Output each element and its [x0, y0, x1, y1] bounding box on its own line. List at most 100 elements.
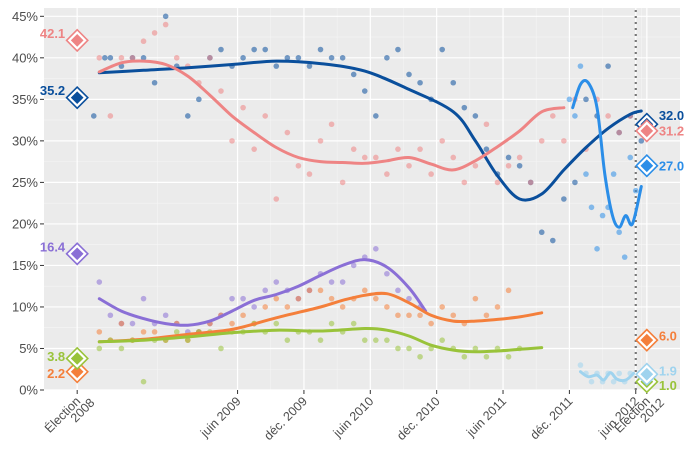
poll-point — [632, 187, 639, 194]
poll-point — [439, 304, 445, 310]
poll-point — [240, 104, 246, 111]
poll-point — [361, 154, 368, 161]
poll-point — [140, 55, 147, 61]
poll-point — [251, 46, 257, 53]
poll-point — [317, 138, 324, 144]
poll-point — [605, 113, 611, 119]
poll-point — [472, 295, 479, 302]
poll-point — [428, 320, 434, 327]
poll-point — [384, 171, 390, 177]
poll-point — [505, 353, 512, 360]
poll-point — [361, 287, 368, 294]
poll-point — [450, 312, 457, 319]
poll-point — [317, 287, 324, 294]
trend-line — [97, 59, 566, 172]
poll-point — [328, 279, 335, 285]
trend-line — [97, 326, 544, 354]
poll-point — [483, 146, 490, 152]
poll-point — [406, 71, 412, 78]
poll-point — [107, 312, 114, 319]
poll-point — [599, 212, 606, 219]
poll-point — [616, 229, 622, 236]
poll-point — [384, 55, 390, 61]
poll-point — [328, 55, 335, 61]
poll-point — [450, 79, 457, 86]
poll-point — [550, 237, 556, 244]
x-tick-label: déc. 2009 — [261, 394, 310, 443]
poll-point — [96, 345, 103, 352]
poll-point — [184, 113, 191, 119]
poll-point — [118, 55, 125, 61]
y-tick-label: 45% — [12, 9, 38, 24]
poll-point — [306, 171, 313, 177]
election-result-marker: 2.2 — [47, 359, 89, 384]
poll-point — [306, 287, 313, 294]
poll-point — [561, 196, 567, 202]
poll-point — [577, 362, 584, 368]
poll-point — [262, 113, 269, 119]
poll-point — [107, 113, 114, 119]
poll-point — [439, 337, 445, 343]
poll-point — [395, 287, 401, 294]
poll-point — [483, 312, 490, 319]
poll-point — [538, 138, 545, 144]
poll-point — [96, 279, 103, 285]
poll-point — [140, 329, 147, 335]
y-tick-label: 25% — [12, 175, 38, 190]
poll-point — [461, 353, 468, 360]
poll-point — [339, 179, 346, 186]
poll-point — [472, 345, 479, 352]
result-label: 3.8 — [47, 349, 65, 364]
poll-point — [129, 55, 136, 61]
poll-point — [173, 55, 180, 61]
trend-line — [97, 291, 544, 344]
poll-point — [494, 179, 501, 186]
trend-line — [579, 370, 635, 383]
poll-point — [184, 337, 191, 343]
x-tick-label: juin 2010 — [330, 394, 377, 441]
y-tick-label: 40% — [12, 50, 38, 65]
x-tick-label: juin 2011 — [463, 394, 509, 440]
poll-point — [350, 71, 357, 78]
poll-point — [107, 55, 114, 61]
election-result-marker: 35.2 — [40, 83, 89, 110]
poll-point — [483, 353, 490, 360]
y-tick-label: 20% — [12, 216, 38, 231]
result-label: 6.0 — [659, 329, 677, 344]
poll-point — [273, 320, 280, 327]
poll-point — [284, 129, 291, 136]
poll-point — [550, 113, 556, 119]
poll-point — [384, 337, 390, 343]
poll-point — [527, 179, 534, 186]
poll-point — [328, 320, 335, 327]
trend-line — [97, 59, 643, 202]
poll-point — [566, 96, 573, 103]
poll-point — [483, 121, 490, 128]
election-result-marker: 27.0 — [635, 154, 684, 178]
y-axis: 0% 5% 10% 15% 20% 25% 30% 35% 40% 45% — [12, 9, 44, 398]
poll-point — [572, 113, 578, 119]
poll-point — [229, 138, 235, 144]
poll-point — [384, 304, 390, 310]
poll-point — [417, 353, 423, 360]
poll-point — [572, 179, 578, 186]
election-result-marker: 16.4 — [40, 239, 89, 266]
poll-point — [328, 295, 335, 302]
poll-point — [588, 378, 595, 385]
poll-point — [317, 337, 324, 343]
poll-point — [273, 279, 280, 285]
poll-point — [251, 146, 257, 152]
poll-point — [262, 46, 269, 53]
election-result-marker: 6.0 — [635, 328, 677, 352]
poll-point — [229, 295, 235, 302]
x-tick-label-line: déc. 2009 — [261, 394, 310, 443]
poll-point — [373, 337, 379, 343]
election-result-marker: 1.9 — [635, 362, 677, 386]
x-tick-label-line: juin 2009 — [197, 394, 244, 441]
poll-point — [317, 46, 324, 53]
poll-point — [350, 146, 357, 152]
poll-point — [350, 320, 357, 327]
x-tick-label-line: juin 2010 — [330, 394, 377, 441]
poll-point — [284, 304, 291, 310]
